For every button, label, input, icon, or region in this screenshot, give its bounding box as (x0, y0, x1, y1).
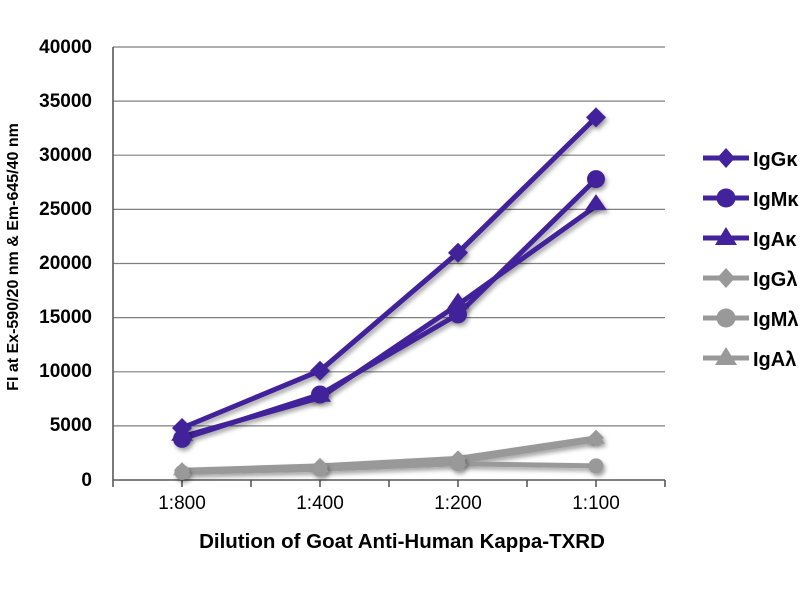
svg-text:30000: 30000 (39, 145, 92, 166)
svg-text:10000: 10000 (39, 361, 92, 382)
svg-text:IgGκ: IgGκ (753, 149, 798, 171)
svg-text:25000: 25000 (39, 199, 92, 220)
svg-text:35000: 35000 (39, 91, 92, 112)
svg-text:5000: 5000 (50, 415, 92, 436)
svg-text:IgMλ: IgMλ (753, 309, 799, 331)
svg-text:IgAκ: IgAκ (753, 229, 797, 251)
svg-text:40000: 40000 (39, 37, 92, 58)
svg-text:IgMκ: IgMκ (753, 189, 799, 211)
svg-text:IgGλ: IgGλ (753, 269, 797, 291)
svg-text:1:200: 1:200 (434, 493, 482, 514)
svg-text:1:100: 1:100 (572, 493, 620, 514)
svg-text:1:400: 1:400 (296, 493, 344, 514)
svg-text:20000: 20000 (39, 253, 92, 274)
svg-text:15000: 15000 (39, 307, 92, 328)
svg-text:FI at Ex-590/20 nm & Em-645/40: FI at Ex-590/20 nm & Em-645/40 nm (5, 123, 22, 391)
svg-text:Dilution of Goat Anti-Human Ka: Dilution of Goat Anti-Human Kappa-TXRD (199, 530, 605, 553)
svg-text:IgAλ: IgAλ (753, 349, 796, 371)
svg-text:1:800: 1:800 (158, 493, 206, 514)
svg-text:0: 0 (81, 470, 92, 491)
